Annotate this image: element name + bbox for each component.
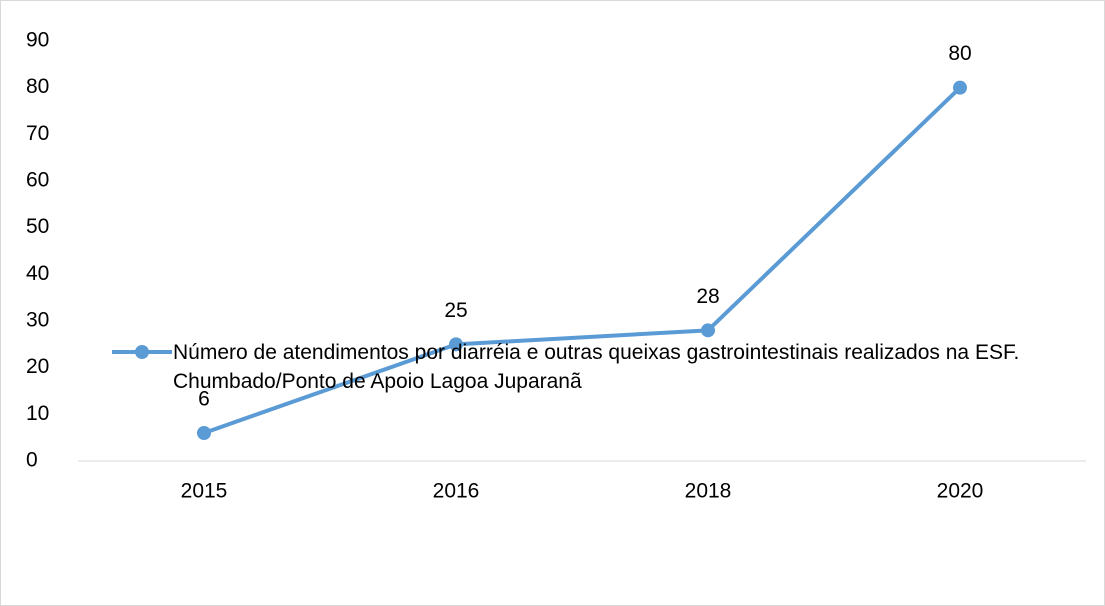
y-tick-label: 80 — [26, 75, 49, 98]
y-tick-label: 10 — [26, 402, 49, 425]
y-tick-label: 0 — [26, 449, 38, 472]
x-tick-label: 2015 — [181, 480, 228, 503]
legend-marker — [135, 345, 149, 359]
y-tick-label: 40 — [26, 262, 49, 285]
y-tick-label: 20 — [26, 355, 49, 378]
legend-label: Número de atendimentos por diarréia e ou… — [173, 341, 1020, 393]
data-point — [197, 426, 211, 440]
data-label: 28 — [696, 285, 719, 308]
data-label: 6 — [198, 388, 210, 411]
y-tick-label: 50 — [26, 215, 49, 238]
y-tick-label: 90 — [26, 29, 49, 52]
data-label: 25 — [444, 299, 467, 322]
x-tick-label: 2018 — [685, 480, 732, 503]
y-tick-label: 70 — [26, 122, 49, 145]
data-point — [449, 337, 463, 352]
data-label: 80 — [948, 42, 971, 65]
y-tick-label: 60 — [26, 169, 49, 192]
y-tick-label: 30 — [26, 309, 49, 332]
data-point — [953, 80, 967, 95]
x-tick-label: 2016 — [433, 480, 480, 503]
data-line — [203, 86, 962, 435]
x-tick-label: 2020 — [937, 480, 984, 503]
data-point — [701, 323, 715, 338]
